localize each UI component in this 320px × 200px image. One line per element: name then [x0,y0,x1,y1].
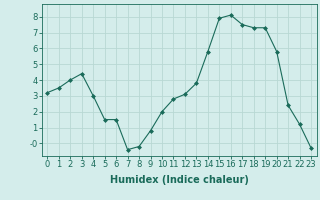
X-axis label: Humidex (Indice chaleur): Humidex (Indice chaleur) [110,175,249,185]
